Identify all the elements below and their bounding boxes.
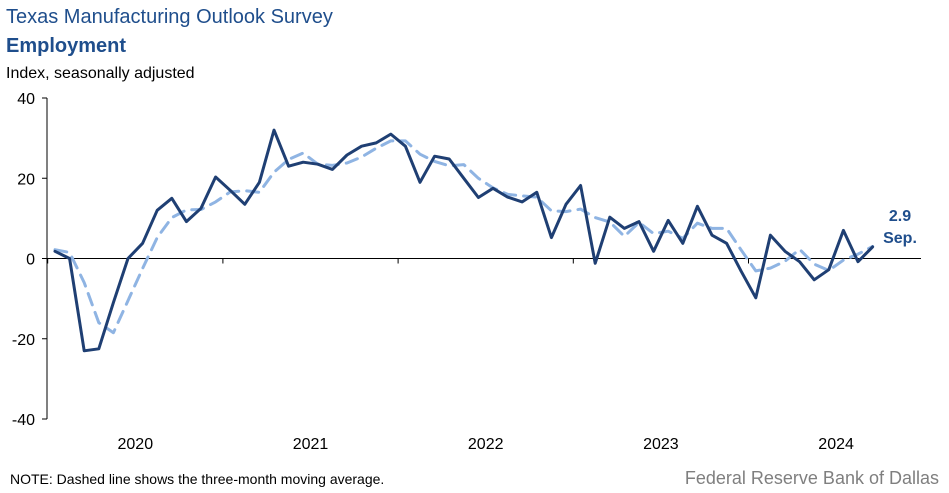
x-tick-label: 2022: [468, 436, 504, 453]
chart-subtitle: Employment: [6, 35, 127, 57]
callout-value: 2.9: [889, 208, 911, 225]
series-lines: [53, 128, 875, 353]
axes: [42, 97, 921, 420]
moving-average-series-line: [53, 139, 875, 335]
tick-labels: -40 -20 0 20 40 2020 2021 2022 2023 2024: [12, 91, 854, 453]
chart-title: Texas Manufacturing Outlook Survey: [6, 6, 333, 28]
y-tick-label: 40: [17, 91, 35, 108]
y-tick-label: 20: [17, 171, 35, 188]
y-tick-label: -20: [12, 332, 35, 349]
x-tick-label: 2021: [293, 436, 329, 453]
callout-month: Sep.: [883, 230, 917, 247]
x-tick-label: 2024: [818, 436, 854, 453]
y-axis-label: Index, seasonally adjusted: [6, 65, 195, 82]
employment-index-series-line: [53, 128, 875, 353]
x-tick-label: 2020: [118, 436, 154, 453]
footnote: NOTE: Dashed line shows the three-month …: [10, 471, 385, 487]
source-credit: Federal Reserve Bank of Dallas: [684, 468, 939, 488]
x-tick-label: 2023: [643, 436, 679, 453]
y-tick-label: 0: [26, 252, 35, 269]
y-tick-label: -40: [12, 412, 35, 429]
